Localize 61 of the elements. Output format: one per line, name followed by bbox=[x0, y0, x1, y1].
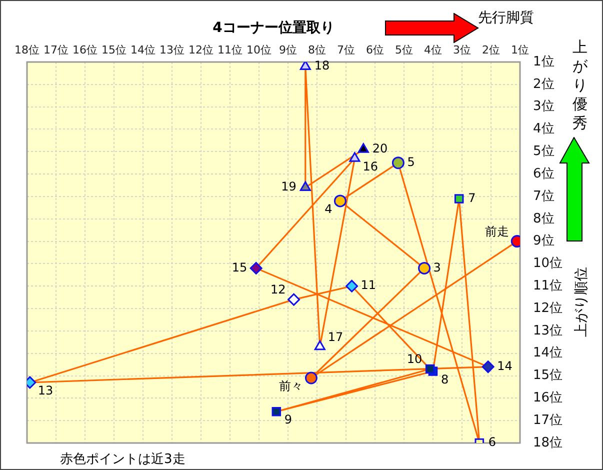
y-tick-label: 11位 bbox=[533, 278, 563, 294]
annotation: 11 bbox=[360, 278, 376, 292]
x-tick-label: 11位 bbox=[218, 43, 242, 56]
y-tick-label: 9位 bbox=[533, 234, 554, 249]
y-tick-label: 1位 bbox=[533, 54, 554, 70]
x-tick-label: 4位 bbox=[424, 43, 442, 56]
annotation: 12 bbox=[270, 282, 286, 297]
annotation: 前々 bbox=[279, 379, 304, 394]
x-tick-label: 10位 bbox=[246, 43, 272, 56]
y-tick-label: 13位 bbox=[533, 323, 563, 338]
annotation: 16 bbox=[362, 159, 378, 174]
annotation: 4 bbox=[324, 202, 332, 216]
y-tick-label: 6位 bbox=[533, 166, 554, 182]
y-tick-label: 4位 bbox=[533, 122, 554, 137]
annotation: 10 bbox=[406, 352, 422, 366]
annotation: 20 bbox=[372, 142, 388, 156]
x-tick-label: 6位 bbox=[366, 43, 384, 56]
y-tick-label: 10位 bbox=[533, 256, 563, 272]
annotation: 14 bbox=[497, 358, 512, 373]
x-tick-label: 12位 bbox=[188, 43, 214, 56]
x-tick-label: 17位 bbox=[44, 43, 68, 56]
y-tick-label: 5位 bbox=[533, 144, 554, 160]
text: 赤色ポイントは近3走 bbox=[60, 452, 186, 468]
annotation: 17 bbox=[328, 330, 344, 344]
x-tick-label: 1位 bbox=[511, 43, 529, 56]
annotation: 9 bbox=[284, 412, 292, 427]
x-tick-label: 14位 bbox=[130, 43, 156, 56]
x-tick-label: 15位 bbox=[102, 43, 126, 56]
x-axis-title: 4コーナー位置取り bbox=[212, 20, 334, 36]
annotation: 5 bbox=[407, 154, 415, 169]
text: 上がり優秀 bbox=[572, 38, 588, 133]
y-tick-label: 16位 bbox=[533, 390, 563, 406]
y-tick-label: 7位 bbox=[533, 188, 554, 204]
annotation: 前走 bbox=[485, 224, 510, 238]
annotation: 18 bbox=[314, 58, 330, 73]
y-tick-label: 12位 bbox=[533, 300, 563, 316]
annotation: 13 bbox=[38, 384, 54, 398]
annotation: 19 bbox=[281, 180, 296, 194]
annotation: 6 bbox=[488, 435, 496, 450]
text: 先行脚質 bbox=[478, 10, 534, 27]
annotation: 7 bbox=[468, 190, 476, 205]
x-tick-label: 3位 bbox=[453, 43, 471, 56]
annotation: 8 bbox=[441, 372, 449, 386]
x-tick-label: 8位 bbox=[308, 43, 326, 56]
x-tick-label: 18位 bbox=[14, 43, 40, 56]
y-tick-label: 3位 bbox=[533, 99, 554, 114]
y-axis-title: 上がり順位 bbox=[574, 267, 590, 338]
x-tick-label: 16位 bbox=[72, 43, 98, 56]
x-tick-label: 7位 bbox=[337, 43, 355, 56]
y-tick-label: 8位 bbox=[533, 211, 554, 226]
annotation: 15 bbox=[232, 260, 248, 274]
y-tick-label: 2位 bbox=[533, 76, 554, 92]
y-tick-label: 14位 bbox=[533, 346, 563, 361]
y-tick-label: 18位 bbox=[533, 435, 563, 450]
y-tick-label: 15位 bbox=[533, 368, 563, 384]
annotation: 3 bbox=[433, 260, 441, 274]
x-tick-label: 2位 bbox=[482, 43, 500, 56]
x-tick-label: 9位 bbox=[279, 43, 297, 56]
x-tick-label: 13位 bbox=[160, 43, 184, 56]
y-tick-label: 17位 bbox=[533, 412, 563, 428]
x-tick-label: 5位 bbox=[395, 43, 413, 56]
